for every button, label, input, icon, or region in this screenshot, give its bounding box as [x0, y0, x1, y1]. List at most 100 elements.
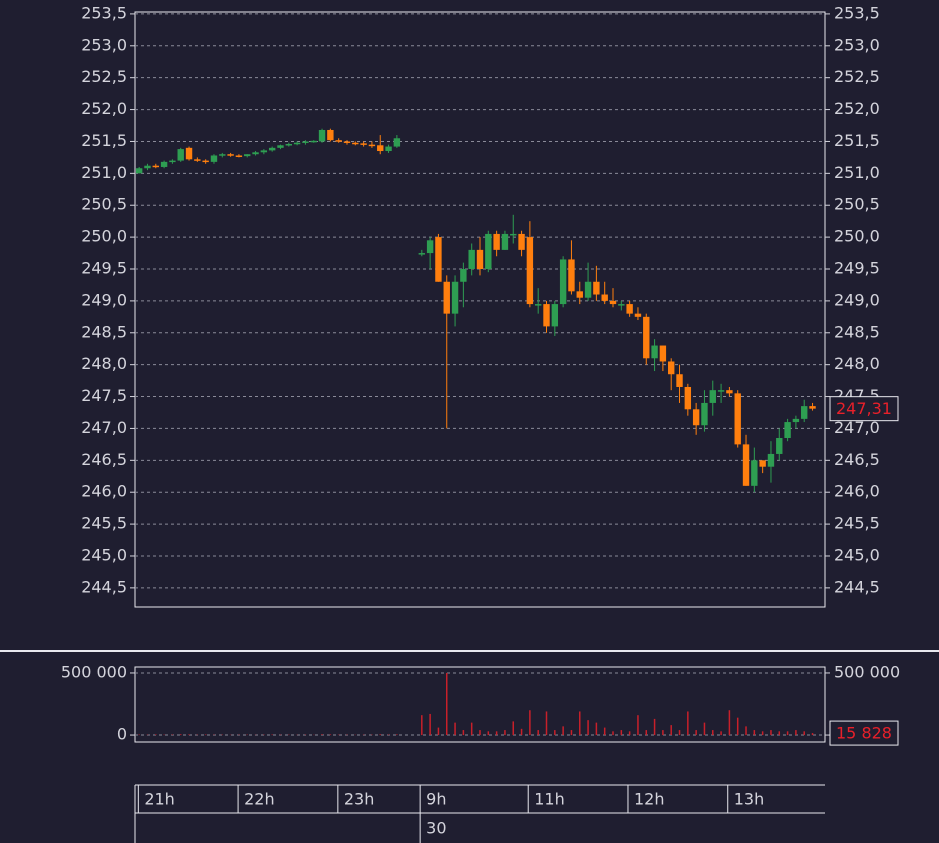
y-tick-label: 245,5 — [81, 514, 127, 533]
volume-bar — [188, 734, 190, 736]
candle-body — [551, 304, 559, 327]
candle-body — [751, 460, 758, 486]
volume-bar — [761, 731, 764, 736]
y2-tick-label: 249,0 — [834, 290, 880, 309]
candle-body — [177, 149, 184, 161]
volume-bar — [687, 711, 689, 736]
y2-tick-label: 248,5 — [834, 322, 880, 341]
candle-body — [152, 165, 159, 168]
volume-bar — [421, 715, 423, 736]
y2-tick-label: 245,0 — [834, 545, 880, 564]
y-tick-label: 246,0 — [81, 482, 127, 501]
y2-tick-label: 250,0 — [834, 227, 880, 246]
candle-body — [426, 240, 434, 254]
candle-body — [435, 237, 442, 282]
y2-tick-label: 246,0 — [834, 482, 880, 501]
volume-bar — [770, 730, 772, 736]
candle-body — [526, 237, 534, 305]
candle-body — [343, 141, 351, 143]
x-tick-label: 11h — [534, 790, 565, 809]
volume-bar — [454, 722, 456, 736]
y-tick-label: 249,5 — [81, 259, 127, 278]
candle-body — [659, 345, 667, 362]
candle-body — [144, 165, 151, 169]
volume-bar — [695, 730, 697, 736]
candle-body — [543, 304, 550, 327]
y-tick-label: 245,0 — [81, 545, 127, 564]
candle-body — [360, 143, 367, 145]
volume-bar — [479, 730, 481, 736]
volume-frame — [134, 666, 826, 743]
candle-body — [418, 253, 426, 255]
volume-bar — [728, 710, 731, 736]
candle-body — [801, 406, 808, 419]
volume-bar — [179, 734, 182, 736]
candle-body — [501, 233, 509, 250]
volume-bar — [712, 730, 714, 736]
x-tick-label: 9h — [426, 790, 446, 809]
y-tick-label: 247,5 — [81, 386, 127, 405]
volume-bar — [429, 713, 431, 736]
candle-body — [318, 129, 326, 142]
volume-bar — [437, 727, 440, 736]
last-volume-label: 15 828 — [836, 724, 892, 743]
volume-bar — [445, 672, 448, 736]
candle-body — [618, 304, 625, 306]
volume-bar — [537, 730, 539, 736]
y-tick-label: 248,5 — [81, 322, 127, 341]
candle-body — [160, 161, 168, 167]
y-tick-label: 250,5 — [81, 195, 127, 214]
volume-bar — [745, 726, 747, 736]
volume-bar — [795, 730, 797, 736]
candle-body — [210, 155, 218, 162]
candle-body — [293, 142, 301, 145]
candle-body — [726, 390, 733, 394]
x-tick-label: 13h — [734, 790, 765, 809]
x-tick-label: 12h — [634, 790, 665, 809]
volume-bar — [595, 722, 598, 736]
candle-body — [534, 304, 542, 306]
candle-body — [809, 406, 816, 409]
volume-bar — [753, 730, 756, 736]
volume-bar — [329, 734, 332, 736]
volume-bar — [703, 722, 706, 736]
y2-tick-label: 250,5 — [834, 195, 880, 214]
candle-body — [252, 152, 259, 155]
volume-bar — [495, 731, 498, 736]
candle-body — [734, 393, 741, 445]
y-tick-label: 500 000 — [61, 662, 127, 681]
x-tick-label: 22h — [244, 790, 275, 809]
candle-body — [784, 422, 791, 439]
y2-tick-label: 251,0 — [834, 163, 880, 182]
candle-body — [485, 233, 492, 270]
last-volume-box — [829, 720, 899, 746]
volume-bar — [628, 731, 631, 736]
y-tick-label: 252,5 — [81, 67, 127, 86]
candle-body — [194, 159, 201, 161]
y2-tick-label: 244,5 — [834, 577, 880, 596]
y2-tick-label: 251,5 — [834, 131, 880, 150]
candle-body — [651, 345, 658, 359]
y-tick-label: 251,5 — [81, 131, 127, 150]
candle-body — [460, 269, 467, 282]
volume-bar — [612, 731, 614, 736]
candle-body — [767, 453, 775, 467]
volume-bar — [645, 730, 648, 736]
candle-body — [169, 160, 176, 163]
candle-body — [576, 291, 583, 298]
y2-tick-label: 249,5 — [834, 259, 880, 278]
candle-body — [634, 313, 642, 317]
candle-body — [352, 142, 359, 145]
y-tick-label: 250,0 — [81, 227, 127, 246]
candle-body — [643, 316, 650, 359]
candle-body — [792, 418, 800, 423]
volume-bar — [396, 734, 398, 736]
y-tick-label: 244,5 — [81, 577, 127, 596]
candle-body — [377, 145, 384, 152]
y2-tick-label: 252,5 — [834, 67, 880, 86]
candle-body — [684, 386, 692, 410]
volume-bar — [670, 725, 672, 736]
volume-bar — [487, 731, 490, 736]
volume-bar — [587, 720, 589, 736]
